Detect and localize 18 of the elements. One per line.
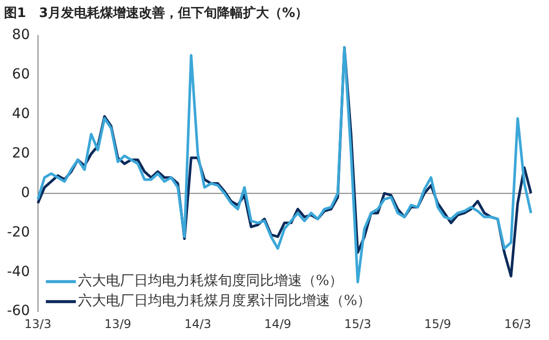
y-tick-label: -40 [6, 264, 30, 280]
x-tick-label: 15/9 [424, 316, 452, 331]
y-tick-label: -20 [6, 224, 30, 240]
y-tick-label: 40 [12, 106, 30, 122]
y-tick-label: -60 [6, 303, 30, 320]
y-tick-label: 0 [20, 184, 30, 201]
y-tick-label: 20 [12, 146, 30, 162]
x-tick-label: 13/9 [104, 316, 132, 331]
x-tick-label: 16/3 [504, 316, 532, 331]
chart-title: 图1 3月发电耗煤增速改善，但下旬降幅扩大（%） [4, 5, 308, 22]
x-tick-label: 14/3 [184, 316, 212, 331]
x-tick-label: 14/9 [264, 316, 292, 331]
y-tick-label: 60 [12, 66, 30, 83]
x-tick-label: 15/3 [344, 316, 372, 331]
legend-label: 六大电厂日均电力耗煤月度累计同比增速（%） [78, 293, 372, 310]
x-tick-label: 13/3 [24, 316, 52, 331]
y-tick-label: 80 [12, 27, 30, 44]
legend-label: 六大电厂日均电力耗煤旬度同比增速（%） [78, 273, 344, 290]
